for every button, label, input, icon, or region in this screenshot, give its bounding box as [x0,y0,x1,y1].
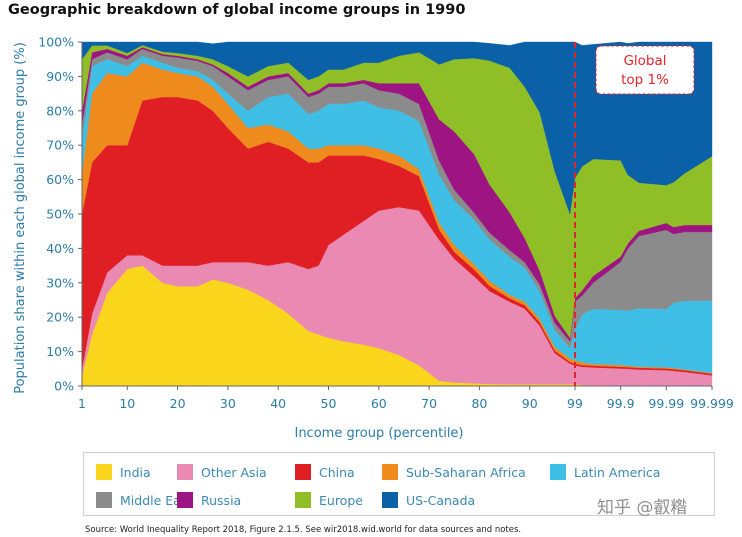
stacked-areas [81,41,713,387]
legend-swatch [96,464,112,480]
annotation-text: top 1% [621,72,669,88]
annotation-box [595,45,695,95]
legend-item-latin-america: Latin America [550,464,660,480]
x-tick-label: 1 [78,396,86,411]
x-tick-label: 40 [270,396,286,411]
x-tick-label: 30 [220,396,236,411]
legend-label: India [120,464,151,480]
x-tick-label: 10 [119,396,135,411]
x-tick-label: 90 [522,396,538,411]
y-tick-label: 20% [46,310,74,325]
legend-label: US-Canada [406,492,476,508]
legend-item-india: India [96,464,151,480]
legend-label: Europe [319,492,363,508]
legend-swatch [382,492,398,508]
y-tick-label: 40% [46,241,74,256]
annotation-text: Global [623,53,666,69]
legend-swatch [382,464,398,480]
annotation-layer: Global top 1% [574,42,695,386]
y-axis-title: Population share within each global inco… [13,42,28,394]
legend-swatch [177,492,193,508]
y-tick-label: 80% [46,103,74,118]
x-tick-label: 20 [170,396,186,411]
legend-label: Latin America [574,464,661,480]
legend: India Other Asia China Sub-Saharan Africa La… [83,452,715,516]
y-tick-label: 0% [54,379,74,394]
legend-item-us-canada: US-Canada [382,492,475,508]
x-tick-label: 99 [567,396,583,411]
legend-item-europe: Europe [295,492,363,508]
x-tick-label: 80 [471,396,487,411]
y-tick-label: 10% [46,344,74,359]
y-tick-label: 50% [46,207,74,222]
chart-canvas: 0% 10% 20% 30% 40% 50% 60% 70% 80% 90% 100% 1 10 20 30… [13,35,734,442]
legend-item-middle-east: Middle East [96,492,192,508]
x-axis-title: Income group (percentile) [294,426,463,441]
y-tick-label: 70% [46,138,74,153]
axes: 0% 10% 20% 30% 40% 50% 60% 70% 80% 90% 100% 1 10 20 30… [13,35,734,442]
legend-item-sub-saharan-africa: Sub-Saharan Africa [382,464,526,480]
legend-label: Sub-Saharan Africa [406,464,526,480]
legend-label: Russia [201,492,242,508]
y-tick-label: 90% [46,69,74,84]
legend-swatch [177,464,193,480]
chart-title: Geographic breakdown of global income gr… [8,2,466,18]
x-tick-label: 50 [321,396,337,411]
legend-swatch [96,492,112,508]
legend-swatch [550,464,566,480]
y-tick-label: 60% [46,172,74,187]
x-tick-label: 99.999 [690,396,734,411]
legend-label: Other Asia [201,464,267,480]
x-tick-label: 60 [371,396,387,411]
area-us-canada [81,41,713,215]
watermark: 知乎 @叡糌 [597,498,688,518]
x-tick-label: 99.99 [648,396,684,411]
source-note: Source: World Inequality Report 2018, Fi… [85,525,522,535]
y-tick-label: 100% [38,35,74,50]
legend-item-other-asia: Other Asia [177,464,267,480]
legend-label: China [319,464,355,480]
legend-item-russia: Russia [177,492,241,508]
legend-item-china: China [295,464,355,480]
x-tick-label: 99.9 [607,396,635,411]
legend-swatch [295,492,311,508]
y-tick-label: 30% [46,275,74,290]
x-tick-label: 70 [421,396,437,411]
legend-swatch [295,464,311,480]
legend-label: Middle East [120,492,193,508]
